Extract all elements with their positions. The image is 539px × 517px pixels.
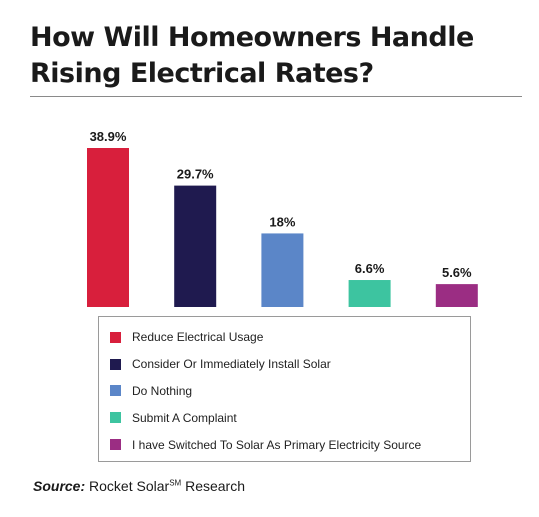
legend-swatch-2 (110, 358, 121, 370)
bar-value-label-4: 6.6% (355, 261, 385, 276)
chart-legend: Reduce Electrical Usage Consider Or Immed… (98, 316, 471, 462)
legend-label-3: Do Nothing (132, 383, 193, 398)
service-mark: SM (169, 478, 182, 488)
source-note: Source: Rocket SolarSM Research (33, 478, 245, 494)
chart-title: How Will Homeowners Handle Rising Electr… (30, 22, 474, 89)
bar-4 (348, 280, 391, 307)
bar-value-label-3: 18% (269, 214, 295, 229)
legend-label-2: Consider Or Immediately Install Solar (132, 357, 331, 372)
bar-chart: 38.9% 29.7% 18% 6.6% 5.6% (87, 129, 478, 307)
source-separator: : (80, 478, 86, 494)
bar-1 (87, 148, 129, 307)
bar-5 (435, 284, 478, 307)
legend-label-4: Submit A Complaint (132, 410, 237, 425)
legend-swatch-4 (110, 412, 121, 424)
legend-swatch-3 (110, 385, 121, 397)
legend-item-4: Submit A Complaint (110, 404, 470, 431)
bar-2 (174, 185, 217, 307)
legend-item-3: Do Nothing (110, 378, 470, 405)
bar-value-label-2: 29.7% (177, 167, 214, 182)
legend-swatch-1 (110, 331, 121, 343)
legend-swatch-5 (110, 439, 121, 451)
title-divider (30, 96, 522, 97)
source-text: Rocket Solar (85, 478, 170, 494)
bar-value-label-5: 5.6% (442, 265, 472, 280)
legend-item-2: Consider Or Immediately Install Solar (110, 351, 470, 378)
source-label: Source (33, 478, 81, 494)
legend-label-1: Reduce Electrical Usage (132, 330, 264, 345)
source-suffix: Research (181, 478, 245, 494)
bar-3 (261, 233, 304, 307)
legend-item-1: Reduce Electrical Usage (110, 324, 470, 351)
bar-value-label-1: 38.9% (90, 129, 127, 144)
legend-label-5: I have Switched To Solar As Primary Elec… (132, 437, 422, 452)
legend-item-5: I have Switched To Solar As Primary Elec… (110, 431, 470, 458)
